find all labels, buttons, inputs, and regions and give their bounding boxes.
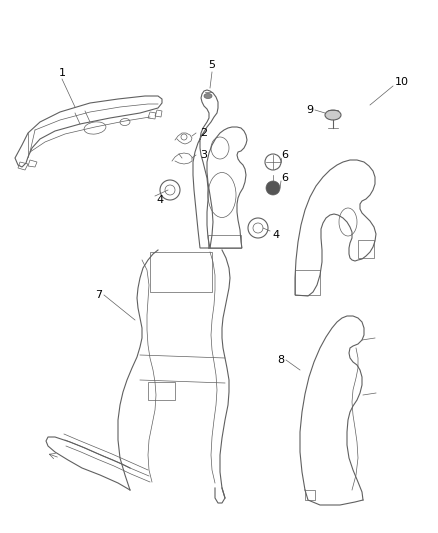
Text: 9: 9 — [306, 105, 313, 115]
Text: 5: 5 — [208, 60, 215, 70]
Ellipse shape — [325, 110, 341, 120]
Text: 3: 3 — [200, 150, 207, 160]
Text: 6: 6 — [282, 173, 289, 183]
Text: 4: 4 — [272, 230, 279, 240]
Text: 1: 1 — [59, 68, 66, 78]
Text: 7: 7 — [95, 290, 102, 300]
Text: 8: 8 — [277, 355, 284, 365]
Text: 4: 4 — [156, 195, 163, 205]
Circle shape — [266, 181, 280, 195]
Text: 2: 2 — [200, 128, 207, 138]
Ellipse shape — [204, 93, 212, 99]
Text: 10: 10 — [395, 77, 409, 87]
Text: 6: 6 — [282, 150, 289, 160]
